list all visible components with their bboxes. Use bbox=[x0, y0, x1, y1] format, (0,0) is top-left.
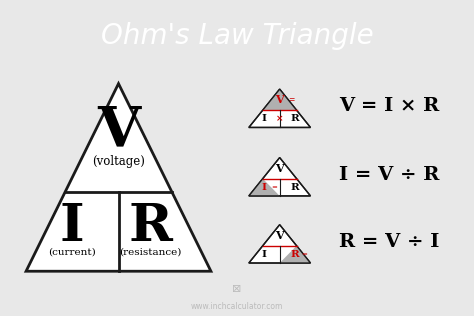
Text: (current): (current) bbox=[48, 248, 96, 257]
Text: R: R bbox=[291, 114, 300, 123]
Polygon shape bbox=[249, 89, 310, 127]
Text: (voltage): (voltage) bbox=[92, 155, 145, 168]
Text: Ohm's Law Triangle: Ohm's Law Triangle bbox=[100, 22, 374, 50]
Text: R: R bbox=[291, 183, 300, 192]
Text: V: V bbox=[275, 94, 284, 105]
Text: ⊠: ⊠ bbox=[232, 284, 242, 295]
Polygon shape bbox=[249, 158, 310, 196]
Text: =: = bbox=[271, 184, 277, 190]
Text: ×: × bbox=[276, 114, 283, 123]
Polygon shape bbox=[263, 89, 297, 110]
Text: I: I bbox=[60, 201, 84, 252]
Polygon shape bbox=[280, 246, 310, 263]
Text: =: = bbox=[288, 95, 294, 104]
Text: I: I bbox=[262, 114, 267, 123]
Text: I = V ÷ R: I = V ÷ R bbox=[339, 166, 439, 184]
Text: I: I bbox=[262, 250, 267, 259]
Text: R: R bbox=[128, 201, 172, 252]
Text: www.inchcalculator.com: www.inchcalculator.com bbox=[191, 302, 283, 311]
Text: R = V ÷ I: R = V ÷ I bbox=[339, 233, 439, 251]
Text: V = I × R: V = I × R bbox=[339, 97, 439, 115]
Polygon shape bbox=[249, 179, 280, 196]
Text: V: V bbox=[97, 104, 140, 159]
Text: V: V bbox=[275, 230, 284, 241]
Polygon shape bbox=[26, 84, 211, 271]
Text: =: = bbox=[301, 252, 308, 258]
Text: R: R bbox=[291, 250, 300, 259]
Polygon shape bbox=[249, 225, 310, 263]
Text: V: V bbox=[275, 163, 284, 173]
Text: I: I bbox=[262, 183, 267, 192]
Text: (resistance): (resistance) bbox=[119, 248, 181, 257]
